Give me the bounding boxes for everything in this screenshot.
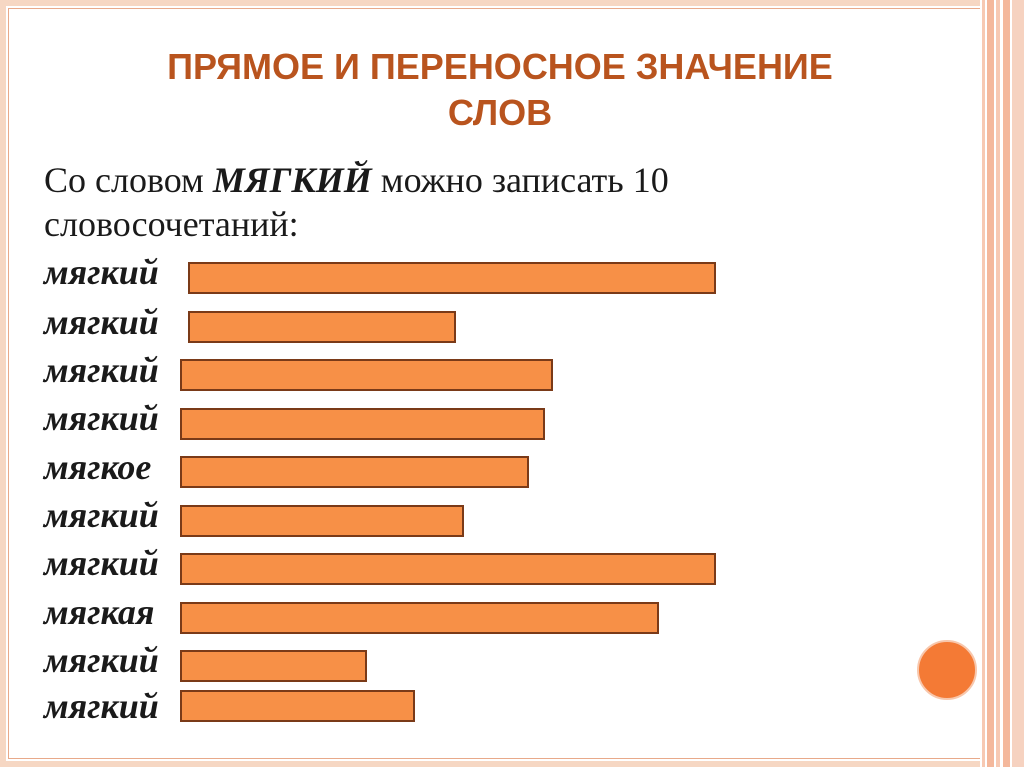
phrase-label-8: мягкая [44,592,155,632]
intro-text: Со словом МЯГКИЙ можно записать 10 слово… [44,158,804,246]
hidden-answer-bar-5[interactable] [180,456,529,488]
hidden-answer-bar-4[interactable] [180,408,545,440]
phrase-label-6: мягкий [44,495,159,535]
decorative-stripes [980,0,1024,767]
hidden-answer-bar-1[interactable] [188,262,716,294]
phrase-label-2: мягкий [44,302,159,342]
hidden-answer-bar-10[interactable] [180,690,415,722]
phrase-label-1: мягкий [44,252,159,292]
phrase-label-3: мягкий [44,350,159,390]
hidden-answer-bar-8[interactable] [180,602,659,634]
intro-keyword: МЯГКИЙ [212,160,372,200]
slide-title: ПРЯМОЕ И ПЕРЕНОСНОЕ ЗНАЧЕНИЕ СЛОВ [167,46,833,133]
hidden-answer-bar-6[interactable] [180,505,464,537]
phrase-label-5: мягкое [44,447,152,487]
intro-prefix: Со словом [44,160,213,200]
phrase-label-7: мягкий [44,543,159,583]
phrase-label-4: мягкий [44,398,159,438]
intro-suffix: можно записать 10 словосочетаний: [44,160,669,244]
accent-circle-icon [917,640,977,700]
hidden-answer-bar-7[interactable] [180,553,716,585]
hidden-answer-bar-2[interactable] [188,311,456,343]
phrase-label-10: мягкий [44,686,159,726]
hidden-answer-bar-9[interactable] [180,650,367,682]
hidden-answer-bar-3[interactable] [180,359,553,391]
phrase-label-9: мягкий [44,640,159,680]
